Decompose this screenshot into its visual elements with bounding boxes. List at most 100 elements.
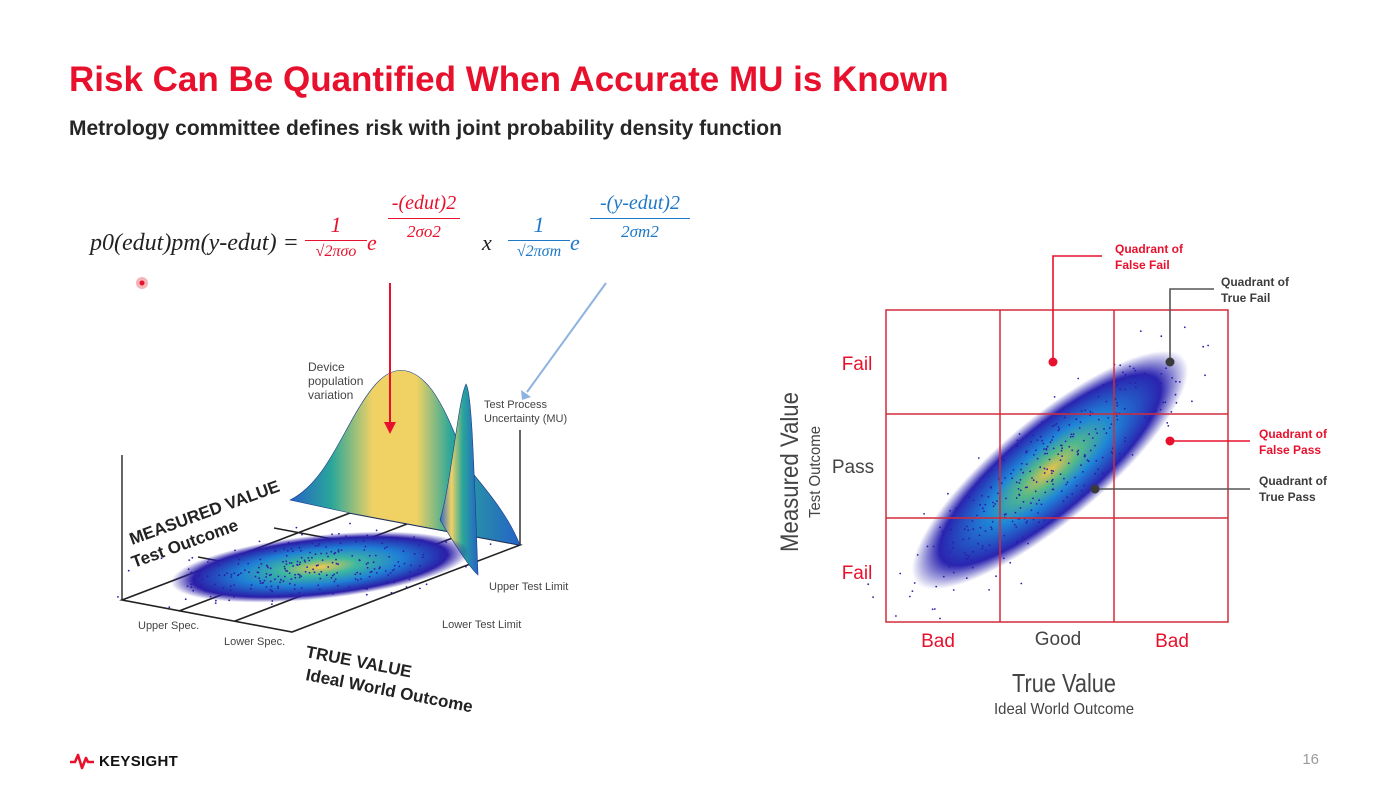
scatter-speckle bbox=[233, 596, 235, 598]
scatter-speckle bbox=[1101, 456, 1104, 459]
scatter-speckle bbox=[465, 565, 467, 568]
scatter-speckle bbox=[258, 566, 260, 569]
scatter-speckle bbox=[234, 549, 236, 552]
scatter-speckle bbox=[1012, 469, 1015, 471]
scatter-speckle bbox=[256, 571, 259, 574]
blue-arrow-head bbox=[521, 390, 531, 400]
scatter-speckle bbox=[1072, 433, 1075, 435]
scatter-speckle bbox=[230, 573, 233, 576]
scatter-speckle bbox=[1052, 470, 1055, 472]
scatter-speckle bbox=[1025, 521, 1028, 524]
scatter-speckle bbox=[1089, 449, 1092, 452]
scatter-speckle bbox=[1128, 365, 1131, 368]
scatter-speckle bbox=[935, 585, 938, 588]
scatter-speckle bbox=[381, 542, 383, 545]
scatter-speckle bbox=[369, 571, 372, 573]
scatter-speckle bbox=[1016, 540, 1019, 542]
scatter-speckle bbox=[1086, 459, 1089, 461]
scatter-speckle bbox=[366, 534, 369, 537]
scatter-speckle bbox=[1097, 395, 1100, 398]
scatter-speckle bbox=[298, 574, 301, 576]
scatter-speckle bbox=[926, 545, 929, 548]
scatter-speckle bbox=[981, 547, 984, 550]
scatter-speckle bbox=[1016, 439, 1019, 442]
scatter-speckle bbox=[300, 550, 302, 552]
col-label-good: Good bbox=[1035, 629, 1081, 650]
scatter-speckle bbox=[386, 580, 389, 583]
scatter-speckle bbox=[336, 572, 339, 574]
scatter-speckle bbox=[320, 570, 323, 573]
scatter-speckle bbox=[356, 579, 359, 581]
scatter-speckle bbox=[976, 514, 978, 517]
scatter-speckle bbox=[1071, 493, 1074, 496]
scatter-speckle bbox=[299, 561, 302, 564]
false-fail-marker bbox=[1048, 357, 1058, 367]
scatter-speckle bbox=[248, 571, 250, 574]
scatter-speckle bbox=[1015, 526, 1018, 528]
scatter-speckle bbox=[317, 544, 320, 547]
scatter-speckle bbox=[277, 587, 279, 590]
scatter-speckle bbox=[1018, 482, 1021, 484]
slide-subtitle: Metrology committee defines risk with jo… bbox=[69, 117, 782, 140]
scatter-speckle bbox=[325, 574, 328, 577]
scatter-speckle bbox=[260, 563, 263, 565]
scatter-speckle bbox=[318, 543, 321, 545]
scatter-speckle bbox=[948, 565, 951, 568]
scatter-speckle bbox=[298, 546, 301, 549]
scatter-speckle bbox=[1041, 526, 1044, 529]
scatter-speckle bbox=[330, 576, 333, 579]
scatter-speckle bbox=[1132, 367, 1135, 370]
scatter-speckle bbox=[192, 583, 195, 585]
scatter-speckle bbox=[1089, 414, 1092, 417]
scatter-speckle bbox=[1165, 367, 1167, 370]
scatter-speckle bbox=[948, 551, 951, 553]
scatter-speckle bbox=[410, 564, 412, 567]
scatter-speckle bbox=[965, 554, 968, 557]
scatter-speckle bbox=[1009, 561, 1012, 564]
scatter-speckle bbox=[218, 574, 221, 577]
y-axis-subtitle: Test Outcome bbox=[807, 426, 824, 518]
scatter-speckle bbox=[386, 546, 388, 548]
scatter-speckle bbox=[1042, 442, 1045, 445]
scatter-speckle bbox=[1077, 449, 1080, 452]
scatter-speckle bbox=[1052, 435, 1054, 438]
scatter-speckle bbox=[990, 526, 992, 529]
scatter-speckle bbox=[952, 571, 955, 574]
scatter-speckle bbox=[1089, 410, 1092, 413]
scatter-speckle bbox=[1018, 493, 1020, 496]
scatter-speckle bbox=[200, 584, 203, 587]
scatter-speckle bbox=[314, 553, 317, 556]
scatter-speckle bbox=[284, 567, 286, 570]
scatter-speckle bbox=[1037, 512, 1039, 514]
scatter-speckle bbox=[1116, 404, 1119, 407]
scatter-speckle bbox=[387, 574, 390, 576]
scatter-speckle bbox=[1020, 462, 1023, 465]
scatter-speckle bbox=[991, 520, 994, 523]
x-axis-title: True Value bbox=[1012, 668, 1116, 698]
scatter-speckle bbox=[335, 562, 338, 565]
scatter-speckle bbox=[188, 559, 191, 561]
scatter-speckle bbox=[1019, 489, 1022, 492]
term1-exponent-numerator: -(edut)2 bbox=[391, 192, 457, 214]
scatter-speckle bbox=[292, 565, 294, 567]
scatter-cloud-3d bbox=[170, 531, 470, 603]
scatter-speckle bbox=[1020, 582, 1023, 585]
scatter-speckle bbox=[304, 570, 307, 573]
scatter-speckle bbox=[214, 602, 217, 604]
scatter-speckle bbox=[1003, 459, 1006, 462]
scatter-speckle bbox=[368, 575, 371, 578]
scatter-speckle bbox=[206, 561, 209, 563]
scatter-speckle bbox=[362, 539, 365, 542]
scatter-speckle bbox=[1134, 369, 1137, 372]
scatter-speckle bbox=[1041, 421, 1043, 424]
scatter-speckle bbox=[419, 565, 421, 567]
scatter-speckle bbox=[1053, 424, 1056, 426]
scatter-speckle bbox=[419, 587, 421, 590]
scatter-speckle bbox=[1155, 410, 1158, 412]
scatter-speckle bbox=[233, 584, 236, 586]
scatter-speckle bbox=[306, 566, 308, 568]
scatter-speckle bbox=[1032, 518, 1035, 521]
scatter-speckle bbox=[431, 567, 434, 569]
scatter-speckle bbox=[990, 528, 993, 531]
scatter-speckle bbox=[982, 507, 984, 510]
